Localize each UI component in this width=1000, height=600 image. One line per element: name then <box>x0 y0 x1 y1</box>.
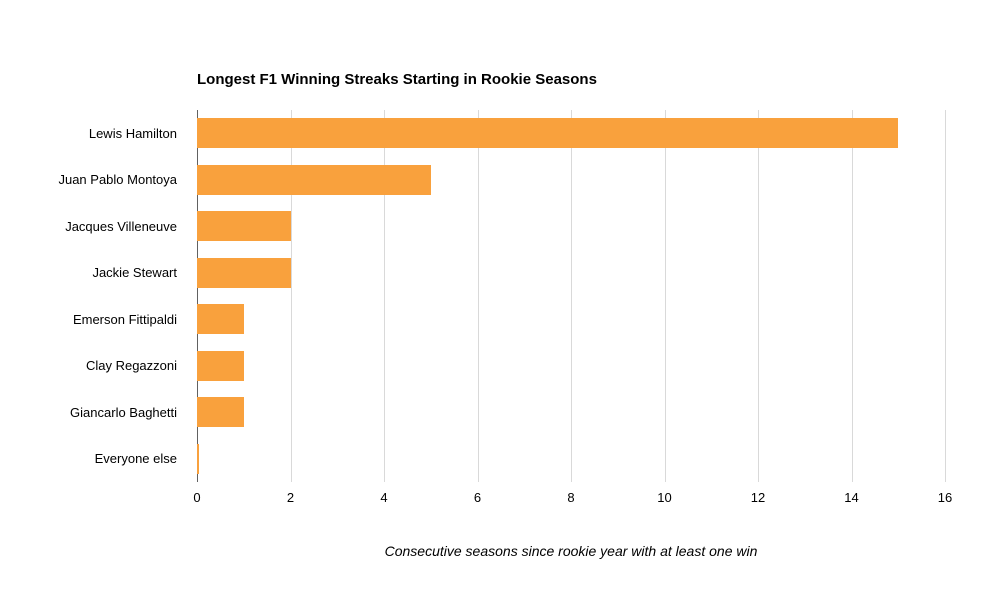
x-tick-label: 6 <box>473 490 482 505</box>
x-tick-label: 8 <box>567 490 575 505</box>
gridline <box>477 110 479 482</box>
y-tick-label: Lewis Hamilton <box>88 125 177 141</box>
gridline <box>384 110 385 482</box>
y-tick-label: Juan Pablo Montoya <box>58 172 177 188</box>
axis-line <box>197 110 198 482</box>
bar-row <box>197 343 945 390</box>
gridline <box>664 110 666 482</box>
gridline <box>945 110 946 482</box>
y-tick-label: Jackie Stewart <box>92 265 177 281</box>
gridline <box>758 110 759 482</box>
bar <box>197 397 244 428</box>
x-tick-label: 16 <box>937 490 953 505</box>
bar <box>197 443 199 474</box>
bar <box>197 118 899 149</box>
x-tick-label: 12 <box>750 490 766 505</box>
bar <box>197 257 291 288</box>
category-axis: Lewis Hamilton Juan Pablo Montoya Jacques … <box>0 110 187 482</box>
x-tick-label: 0 <box>193 490 201 505</box>
bar-row <box>197 389 945 436</box>
y-tick-label: Emerson Fittipaldi <box>72 311 177 327</box>
gridline <box>571 110 572 482</box>
axis-caption: Consecutive seasons since rookie year wi… <box>384 543 758 559</box>
x-tick-label: 14 <box>844 490 859 505</box>
bar-row <box>197 203 945 250</box>
bar <box>197 350 244 381</box>
value-axis: 0 2 4 6 8 10 12 14 16 <box>193 490 952 510</box>
bar <box>197 304 244 335</box>
y-tick-label: Everyone else <box>94 451 177 467</box>
y-tick-label: Jacques Villeneuve <box>65 218 177 234</box>
bar-row <box>197 110 945 157</box>
bar-row <box>197 157 945 204</box>
gridline <box>290 110 292 482</box>
bar-row <box>197 250 945 297</box>
gridline <box>851 110 853 482</box>
bar-row <box>197 296 945 343</box>
chart-title: Longest F1 Winning Streaks Starting in R… <box>197 71 597 88</box>
x-tick-label: 4 <box>380 490 388 505</box>
plot-area <box>197 110 946 483</box>
y-tick-label: Giancarlo Baghetti <box>70 404 177 420</box>
bar-row <box>197 436 945 483</box>
y-tick-label: Clay Regazzoni <box>85 358 177 374</box>
bar <box>197 164 431 195</box>
bar <box>197 211 291 242</box>
x-tick-label: 10 <box>657 490 672 505</box>
x-tick-label: 2 <box>286 490 295 505</box>
